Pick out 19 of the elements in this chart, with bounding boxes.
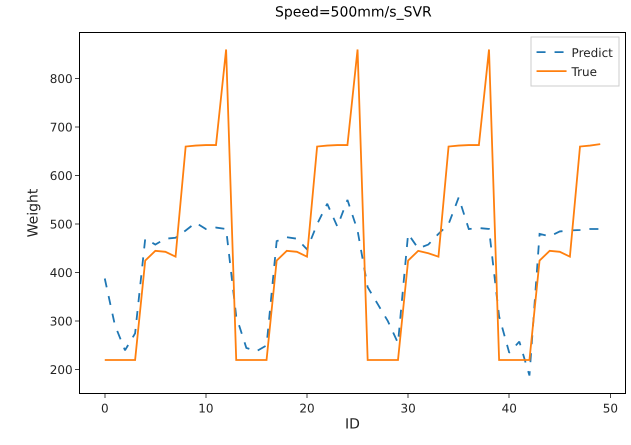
x-tick-label: 40 — [502, 401, 517, 416]
y-tick-label: 400 — [50, 266, 73, 280]
x-tick-label: 20 — [299, 401, 315, 416]
y-axis-title: Weight — [25, 188, 42, 238]
x-tick-label: 30 — [400, 401, 416, 416]
line-series — [104, 196, 602, 376]
x-tick-label: 0 — [100, 401, 109, 416]
legend-label: True — [570, 64, 598, 79]
y-tick-label: 500 — [50, 217, 73, 232]
y-tick-label: 700 — [50, 120, 73, 134]
y-tick-label: 600 — [50, 168, 73, 183]
x-tick-label: 10 — [198, 401, 214, 416]
chart-title: Speed=500mm/s_SVR — [274, 4, 432, 20]
legend-label: Predict — [572, 46, 614, 60]
y-tick-label: 800 — [50, 72, 73, 86]
x-axis-title: ID — [345, 416, 360, 433]
x-tick-label: 50 — [602, 401, 618, 416]
y-tick-label: 300 — [50, 314, 73, 328]
y-tick-label: 200 — [50, 362, 73, 377]
